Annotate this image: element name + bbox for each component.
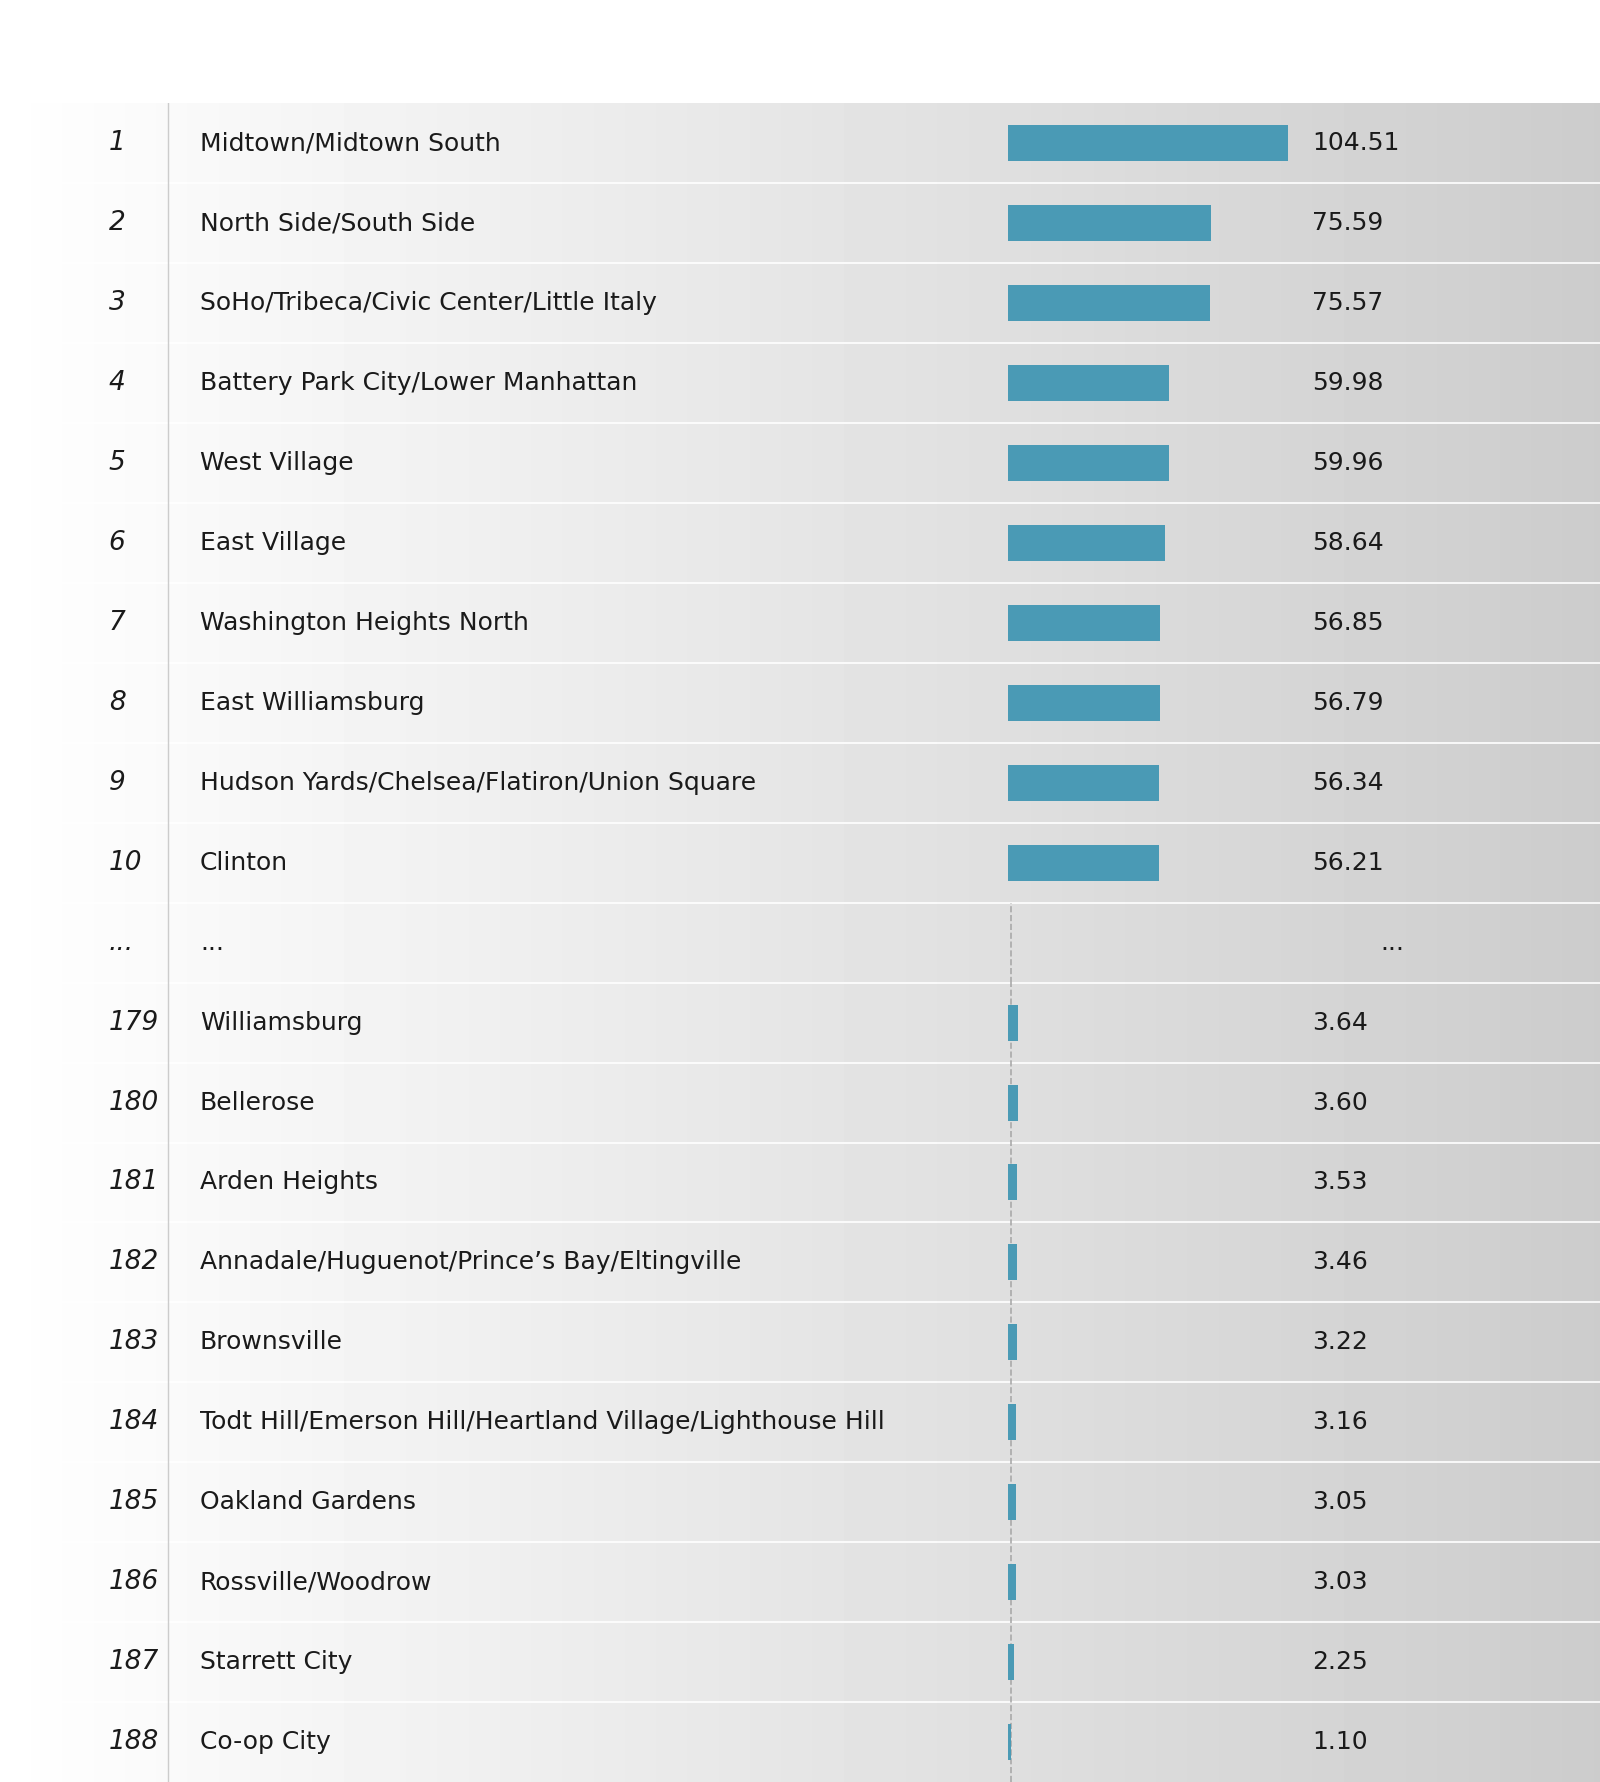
Text: 5: 5 (109, 451, 125, 476)
Text: East Village: East Village (200, 531, 346, 554)
Text: 185: 185 (109, 1490, 158, 1515)
Text: Williamsburg: Williamsburg (200, 1010, 363, 1035)
Text: 59.98: 59.98 (1312, 371, 1384, 396)
Bar (1008, 1244, 1018, 1281)
Bar (1008, 446, 1168, 481)
Text: Co-op City: Co-op City (200, 1730, 331, 1753)
Text: Starrett City: Starrett City (200, 1650, 352, 1673)
Bar (1008, 845, 1158, 880)
Text: 58.64: 58.64 (1312, 531, 1384, 554)
Bar (1008, 1085, 1018, 1121)
Text: 3.64: 3.64 (1312, 1010, 1368, 1035)
Text: 9: 9 (109, 770, 125, 797)
Text: 3.16: 3.16 (1312, 1410, 1368, 1435)
Text: 181: 181 (109, 1169, 158, 1196)
Text: Midtown/Midtown South: Midtown/Midtown South (200, 132, 501, 155)
Text: NEIGHBORHOOD: NEIGHBORHOOD (352, 37, 608, 66)
Text: Annadale/Huguenot/Prince’s Bay/Eltingville: Annadale/Huguenot/Prince’s Bay/Eltingvil… (200, 1251, 741, 1274)
Bar (1008, 1484, 1016, 1520)
Text: 56.34: 56.34 (1312, 772, 1384, 795)
Text: 75.59: 75.59 (1312, 212, 1384, 235)
Text: Washington Heights North: Washington Heights North (200, 611, 530, 634)
Text: Oakland Gardens: Oakland Gardens (200, 1490, 416, 1515)
Text: COMPLAINTS PER
THOUSAND RESIDENTS: COMPLAINTS PER THOUSAND RESIDENTS (1213, 21, 1571, 82)
Bar (1008, 205, 1211, 241)
Text: 3.60: 3.60 (1312, 1091, 1368, 1114)
Text: 56.21: 56.21 (1312, 850, 1384, 875)
Text: ...: ... (1379, 930, 1405, 955)
Text: 3.03: 3.03 (1312, 1570, 1368, 1595)
Text: Arden Heights: Arden Heights (200, 1171, 378, 1194)
Bar (1008, 764, 1158, 800)
Text: 187: 187 (109, 1648, 158, 1675)
Text: Bellerose: Bellerose (200, 1091, 315, 1114)
Text: 8: 8 (109, 690, 125, 716)
Text: Todt Hill/Emerson Hill/Heartland Village/Lighthouse Hill: Todt Hill/Emerson Hill/Heartland Village… (200, 1410, 885, 1435)
Text: Clinton: Clinton (200, 850, 288, 875)
Text: 2: 2 (109, 210, 125, 237)
Bar (1008, 1005, 1018, 1041)
Text: 180: 180 (109, 1089, 158, 1116)
Text: East Williamsburg: East Williamsburg (200, 691, 424, 715)
Text: Brownsville: Brownsville (200, 1331, 342, 1354)
Bar (1008, 1404, 1016, 1440)
Text: 1: 1 (109, 130, 125, 157)
Text: ...: ... (200, 930, 224, 955)
Text: 56.85: 56.85 (1312, 611, 1384, 634)
Bar (1008, 1565, 1016, 1600)
Text: 3.05: 3.05 (1312, 1490, 1368, 1515)
Text: West Village: West Village (200, 451, 354, 476)
Text: 3.46: 3.46 (1312, 1251, 1368, 1274)
Text: 3: 3 (109, 290, 125, 315)
Text: 7: 7 (109, 609, 125, 636)
Text: 3.53: 3.53 (1312, 1171, 1368, 1194)
Bar (1008, 1723, 1011, 1761)
Bar (1008, 365, 1168, 401)
Bar (1008, 125, 1288, 162)
Text: 184: 184 (109, 1410, 158, 1435)
Text: 182: 182 (109, 1249, 158, 1276)
Bar (1008, 684, 1160, 722)
Text: 4: 4 (109, 371, 125, 396)
Text: 59.96: 59.96 (1312, 451, 1384, 476)
Text: 56.79: 56.79 (1312, 691, 1384, 715)
Text: Hudson Yards/Chelsea/Flatiron/Union Square: Hudson Yards/Chelsea/Flatiron/Union Squa… (200, 772, 757, 795)
Text: 6: 6 (109, 529, 125, 556)
Text: Rossville/Woodrow: Rossville/Woodrow (200, 1570, 432, 1595)
Text: 179: 179 (109, 1010, 158, 1035)
Text: 2.25: 2.25 (1312, 1650, 1368, 1673)
Text: 1.10: 1.10 (1312, 1730, 1368, 1753)
Bar (1008, 1645, 1014, 1680)
Text: SoHo/Tribeca/Civic Center/Little Italy: SoHo/Tribeca/Civic Center/Little Italy (200, 290, 658, 315)
Text: 183: 183 (109, 1329, 158, 1356)
Text: ...: ... (109, 930, 134, 955)
Text: RANK: RANK (61, 37, 149, 66)
Text: 3.22: 3.22 (1312, 1331, 1368, 1354)
Text: 188: 188 (109, 1729, 158, 1755)
Bar (1008, 285, 1211, 321)
Text: 186: 186 (109, 1570, 158, 1595)
Bar (1008, 1324, 1016, 1360)
Text: North Side/South Side: North Side/South Side (200, 212, 475, 235)
Text: 75.57: 75.57 (1312, 290, 1384, 315)
Bar (1008, 526, 1165, 561)
Bar (1008, 604, 1160, 642)
Bar (1008, 1164, 1018, 1201)
Text: Battery Park City/Lower Manhattan: Battery Park City/Lower Manhattan (200, 371, 637, 396)
Text: 10: 10 (109, 850, 142, 875)
Text: 104.51: 104.51 (1312, 132, 1400, 155)
